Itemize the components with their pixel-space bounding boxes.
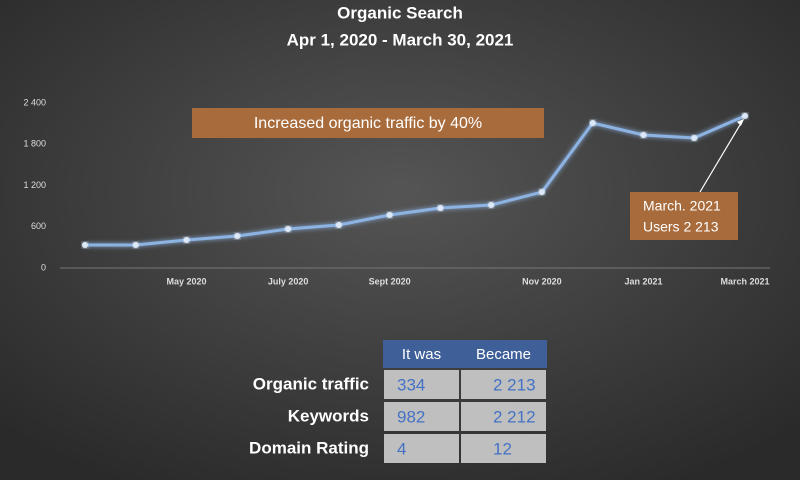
table-header [383, 340, 547, 368]
table-row-label: Domain Rating [249, 438, 369, 457]
table-row-label: Organic traffic [253, 374, 369, 393]
annotation-box [630, 192, 738, 240]
annotation-arrow [699, 119, 744, 193]
marker [82, 242, 88, 249]
marker [589, 120, 596, 127]
y-tick-label: 2 400 [23, 97, 46, 107]
marker [335, 222, 342, 229]
marker [640, 131, 647, 138]
table-cell-text: 12 [493, 439, 512, 458]
table-cell [384, 434, 459, 463]
marker [691, 134, 698, 141]
marker [234, 233, 241, 240]
marker [183, 237, 190, 244]
table-header-cell: Became [476, 346, 531, 363]
table-cell-text: 334 [397, 375, 425, 394]
y-tick-label: 1 200 [23, 180, 46, 190]
y-tick-label: 1 800 [23, 139, 46, 149]
y-tick-label: 0 [41, 262, 46, 272]
annotation-arrow-head [737, 118, 745, 126]
table-cell-text: 4 [397, 439, 406, 458]
table-cell [384, 402, 459, 431]
annotation: Users 2 213 [643, 219, 719, 235]
table-cell [384, 370, 459, 399]
chart-title: Organic Search [337, 3, 463, 22]
table-cell [461, 434, 546, 463]
marker [538, 189, 545, 196]
x-tick-label: Sept 2020 [369, 276, 411, 286]
annotation: March. 2021 [643, 198, 721, 214]
x-tick-label: July 2020 [268, 276, 309, 286]
annotation: Increased organic traffic by 40% [254, 115, 482, 132]
x-tick-label: Nov 2020 [522, 276, 562, 286]
marker [386, 211, 393, 218]
x-tick-label: May 2020 [167, 276, 207, 286]
marker [488, 202, 495, 209]
line [84, 114, 746, 247]
table-cell-text: 2 213 [493, 375, 536, 394]
marker [285, 226, 292, 233]
y-tick-label: 600 [31, 221, 46, 231]
marker [132, 241, 139, 248]
table-cell-text: 982 [397, 407, 425, 426]
table-cell [461, 370, 546, 399]
table-header-cell: It was [402, 346, 441, 363]
annotation-box [192, 108, 544, 138]
x-tick-label: Jan 2021 [624, 276, 662, 286]
table-row-label: Keywords [288, 406, 369, 425]
marker [742, 112, 749, 119]
table-cell [461, 402, 546, 431]
table-cell-text: 2 212 [493, 407, 536, 426]
chart-subtitle: Apr 1, 2020 - March 30, 2021 [287, 30, 514, 49]
marker [437, 204, 444, 211]
x-tick-label: March 2021 [720, 276, 769, 286]
